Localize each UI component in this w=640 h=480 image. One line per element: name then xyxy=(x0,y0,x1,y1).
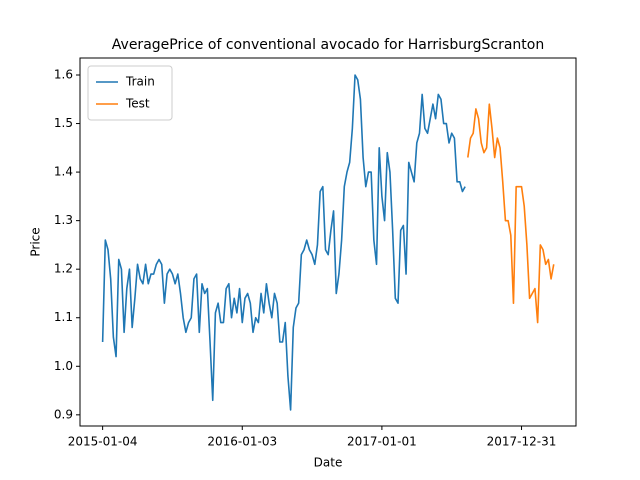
x-tick-label: 2017-12-31 xyxy=(487,435,557,449)
x-axis-label: Date xyxy=(314,456,343,470)
x-tick-label: 2017-01-01 xyxy=(347,435,417,449)
y-tick-label: 1.4 xyxy=(54,165,73,179)
legend-label: Test xyxy=(125,97,150,111)
y-tick-label: 1.3 xyxy=(54,213,73,227)
series-line xyxy=(101,74,466,411)
y-axis-label: Price xyxy=(29,227,43,256)
y-tick-label: 0.9 xyxy=(54,407,73,421)
x-tick-label: 2016-01-03 xyxy=(207,435,277,449)
y-tick-label: 1.2 xyxy=(54,262,73,276)
y-tick-label: 1.1 xyxy=(54,310,73,324)
legend-label: Train xyxy=(125,75,155,89)
series-line xyxy=(467,103,555,324)
y-tick-label: 1.6 xyxy=(54,67,73,81)
axes-frame xyxy=(79,57,577,427)
legend-box xyxy=(87,65,173,121)
y-tick-label: 1.0 xyxy=(54,359,73,373)
chart-title: AveragePrice of conventional avocado for… xyxy=(112,37,544,53)
x-tick-label: 2015-01-04 xyxy=(68,435,138,449)
y-tick-label: 1.5 xyxy=(54,116,73,130)
